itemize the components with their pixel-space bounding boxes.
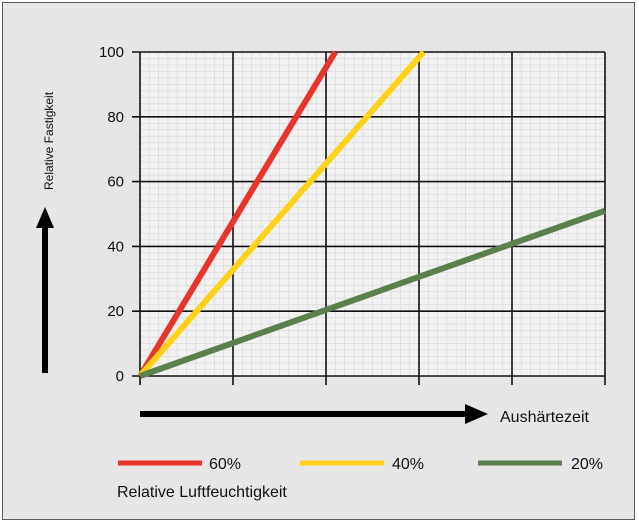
legend-label: 40% (392, 456, 424, 473)
legend-title: Relative Luftfeuchtigkeit (117, 484, 287, 501)
y-tick-label: 60 (107, 174, 124, 191)
series-line (137, 50, 338, 378)
x-axis-arrow (140, 404, 488, 424)
x-axis-label: Aushärtezeit (500, 409, 589, 426)
series-line (138, 207, 607, 379)
series-line (137, 50, 426, 378)
y-tick-label: 40 (107, 238, 124, 255)
y-tick-label: 0 (116, 368, 124, 385)
y-tick-label: 20 (107, 303, 124, 320)
legend-label: 60% (209, 456, 241, 473)
legend-label: 20% (571, 456, 603, 473)
y-tick-label: 80 (107, 109, 124, 126)
y-tick-label: 100 (99, 44, 124, 61)
y-axis-label: Relative Fastigkeit (42, 91, 56, 190)
y-axis-arrow (36, 207, 54, 373)
